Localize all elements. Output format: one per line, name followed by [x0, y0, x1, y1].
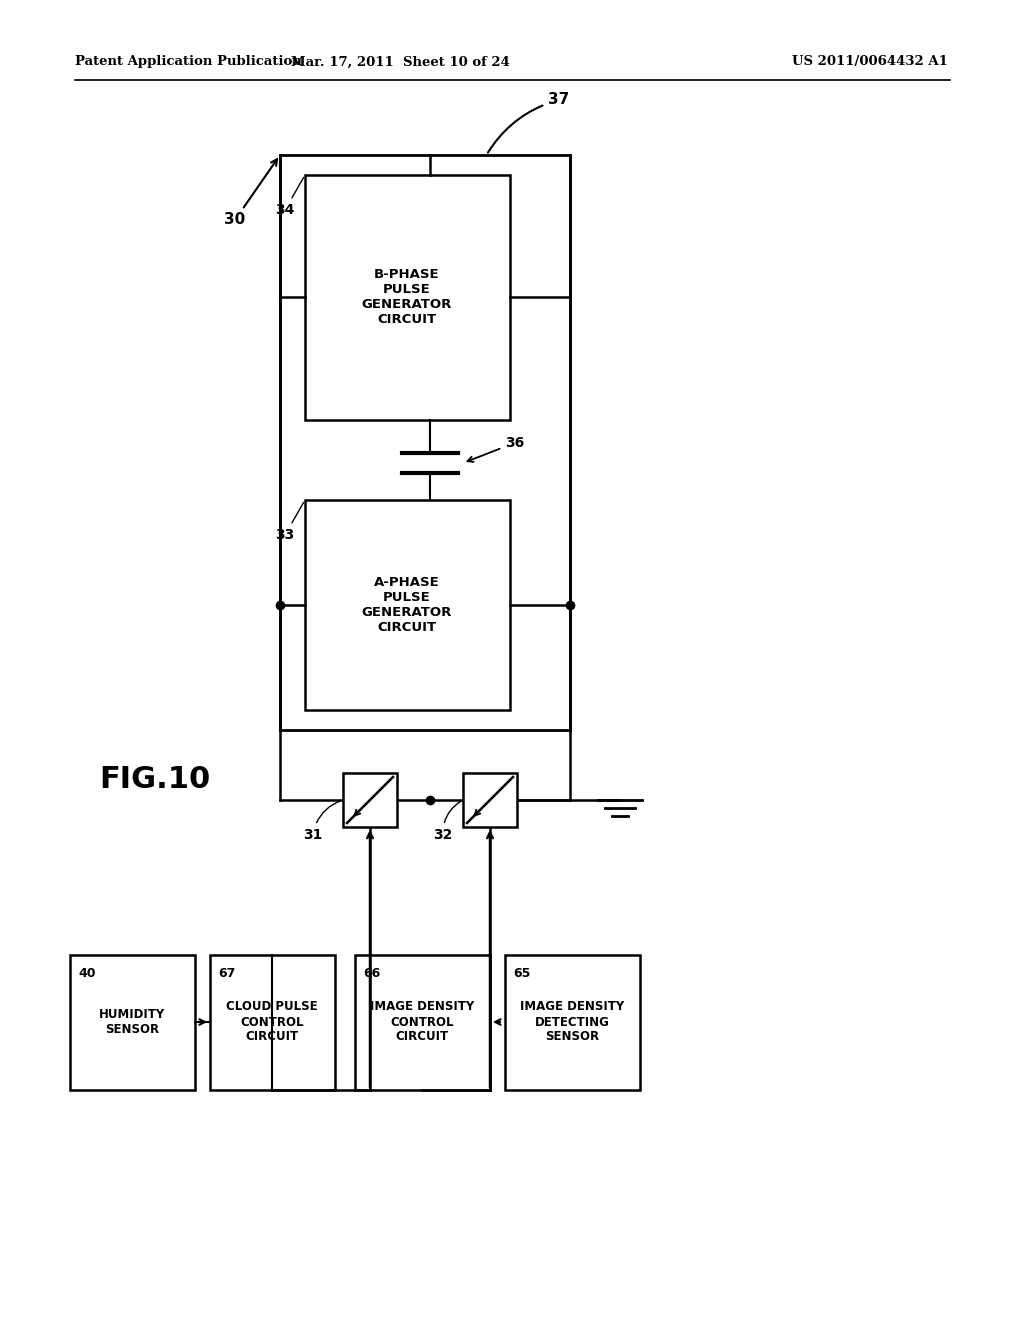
Text: Mar. 17, 2011  Sheet 10 of 24: Mar. 17, 2011 Sheet 10 of 24: [291, 55, 509, 69]
Text: B-PHASE
PULSE
GENERATOR
CIRCUIT: B-PHASE PULSE GENERATOR CIRCUIT: [361, 268, 453, 326]
Bar: [355, 954, 490, 1090]
Text: A-PHASE
PULSE
GENERATOR
CIRCUIT: A-PHASE PULSE GENERATOR CIRCUIT: [361, 576, 453, 634]
Text: Patent Application Publication: Patent Application Publication: [75, 55, 302, 69]
Text: US 2011/0064432 A1: US 2011/0064432 A1: [792, 55, 948, 69]
Text: 36: 36: [468, 436, 524, 462]
Text: IMAGE DENSITY
CONTROL
CIRCUIT: IMAGE DENSITY CONTROL CIRCUIT: [370, 1001, 474, 1044]
Bar: [280, 154, 570, 730]
Bar: [505, 954, 640, 1090]
Text: 37: 37: [487, 92, 569, 153]
Bar: [305, 500, 510, 710]
Bar: [343, 774, 397, 828]
Text: IMAGE DENSITY
DETECTING
SENSOR: IMAGE DENSITY DETECTING SENSOR: [520, 1001, 624, 1044]
Bar: [210, 954, 335, 1090]
Text: 40: 40: [78, 968, 95, 979]
Text: 67: 67: [218, 968, 236, 979]
Bar: [70, 954, 195, 1090]
Text: 32: 32: [433, 801, 461, 842]
Text: FIG.10: FIG.10: [99, 766, 211, 795]
Bar: [463, 774, 517, 828]
Text: 31: 31: [303, 801, 340, 842]
Text: 33: 33: [275, 503, 304, 543]
Text: 66: 66: [362, 968, 380, 979]
Text: 65: 65: [513, 968, 530, 979]
Text: HUMIDITY
SENSOR: HUMIDITY SENSOR: [99, 1008, 165, 1036]
Text: 34: 34: [275, 177, 304, 216]
Text: 30: 30: [224, 160, 278, 227]
Text: CLOUD PULSE
CONTROL
CIRCUIT: CLOUD PULSE CONTROL CIRCUIT: [226, 1001, 317, 1044]
Bar: [305, 176, 510, 420]
